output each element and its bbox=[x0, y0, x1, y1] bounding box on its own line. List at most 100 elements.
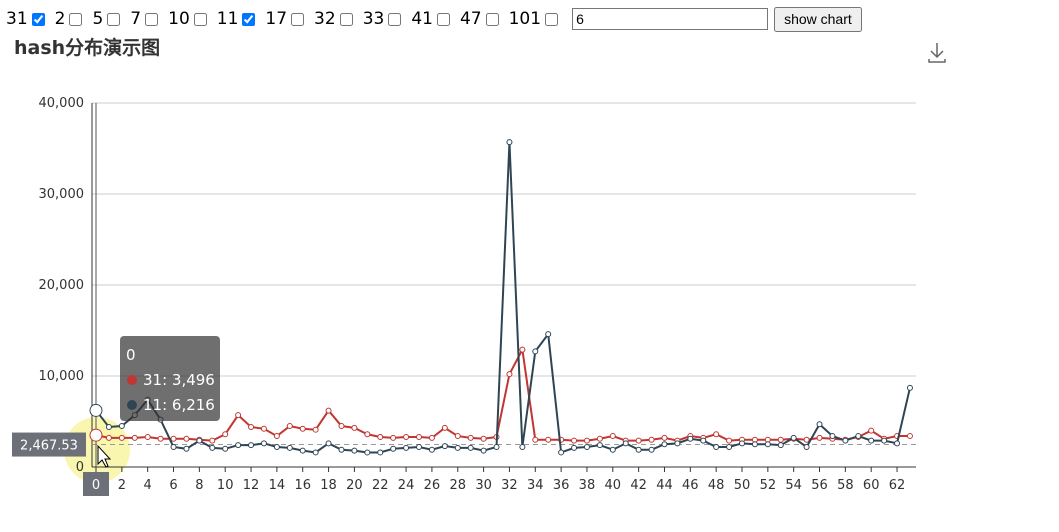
data-point bbox=[713, 443, 720, 450]
option: 101 bbox=[509, 9, 564, 29]
data-point bbox=[157, 435, 164, 442]
y-tick-label: 30,000 bbox=[39, 187, 85, 202]
option-label: 47 bbox=[459, 9, 482, 29]
checkbox[interactable] bbox=[145, 12, 159, 26]
data-point bbox=[364, 449, 371, 456]
option-label: 2 bbox=[54, 9, 66, 29]
x-tick-label: 54 bbox=[785, 478, 802, 493]
data-point bbox=[403, 433, 410, 440]
data-point bbox=[855, 433, 862, 440]
checkbox[interactable] bbox=[545, 12, 559, 26]
checkbox[interactable] bbox=[193, 12, 207, 26]
data-point bbox=[428, 434, 435, 441]
y-tick-label: 0 bbox=[76, 460, 84, 475]
data-point bbox=[764, 441, 771, 448]
data-point bbox=[803, 436, 810, 443]
option: 5 bbox=[92, 9, 126, 29]
number-input[interactable] bbox=[572, 8, 769, 30]
data-point bbox=[235, 412, 242, 419]
data-point bbox=[480, 435, 487, 442]
x-tick-label: 44 bbox=[656, 478, 673, 493]
option-label: 10 bbox=[168, 9, 190, 29]
x-tick-label: 34 bbox=[527, 478, 544, 493]
x-tick-label: 20 bbox=[346, 478, 363, 493]
data-point bbox=[609, 446, 616, 453]
option-label: 5 bbox=[92, 9, 104, 29]
data-point bbox=[493, 443, 500, 450]
data-point bbox=[816, 421, 823, 428]
data-point bbox=[506, 371, 513, 378]
series-line bbox=[95, 346, 910, 442]
checkbox[interactable] bbox=[242, 12, 256, 26]
x-tick-label: 16 bbox=[294, 478, 311, 493]
data-point bbox=[558, 449, 565, 456]
data-point bbox=[338, 423, 345, 430]
data-point bbox=[248, 423, 255, 430]
data-point bbox=[338, 446, 345, 453]
series-line bbox=[95, 142, 911, 454]
x-tick-label: 42 bbox=[630, 478, 647, 493]
download-icon[interactable] bbox=[928, 43, 946, 63]
chart-title: hash分布演示图 bbox=[14, 36, 160, 59]
tooltip-marker bbox=[127, 375, 137, 385]
checkbox[interactable] bbox=[291, 12, 305, 26]
data-point bbox=[868, 437, 875, 444]
x-tick-label: 24 bbox=[398, 478, 415, 493]
option-label: 101 bbox=[508, 9, 542, 29]
tooltip-marker bbox=[127, 400, 137, 410]
data-point bbox=[105, 423, 112, 430]
data-point bbox=[144, 433, 151, 440]
checkbox[interactable] bbox=[107, 12, 121, 26]
cursor bbox=[97, 444, 112, 468]
data-point bbox=[312, 426, 319, 433]
data-point bbox=[687, 435, 694, 442]
data-point bbox=[416, 443, 422, 450]
option: 32 bbox=[314, 9, 359, 29]
data-point bbox=[842, 437, 849, 444]
pointer-label: 2,467.53 bbox=[20, 439, 78, 454]
x-tick-label: 30 bbox=[475, 478, 492, 493]
data-point bbox=[170, 435, 177, 442]
option-label: 31 bbox=[6, 9, 28, 29]
data-point bbox=[519, 346, 526, 353]
x-tick-label: 4 bbox=[144, 478, 152, 493]
x-tick-label: 50 bbox=[734, 478, 751, 493]
data-point bbox=[351, 424, 358, 431]
y-tick-label: 40,000 bbox=[39, 96, 85, 111]
option-label: 32 bbox=[314, 9, 336, 29]
data-point bbox=[726, 437, 733, 444]
x-tick-label: 8 bbox=[195, 478, 203, 493]
data-point bbox=[790, 434, 797, 441]
option-label: 7 bbox=[130, 9, 142, 29]
data-point bbox=[209, 444, 216, 451]
y-tick-label: 10,000 bbox=[39, 369, 85, 384]
checkbox[interactable] bbox=[388, 12, 402, 26]
data-point bbox=[441, 424, 448, 431]
data-point bbox=[906, 384, 913, 391]
data-point bbox=[894, 440, 901, 447]
checkbox[interactable] bbox=[485, 12, 499, 26]
data-point bbox=[325, 407, 332, 414]
x-tick-label: 10 bbox=[217, 478, 234, 493]
checkbox[interactable] bbox=[436, 12, 450, 26]
option: 10 bbox=[168, 9, 213, 29]
data-point bbox=[235, 442, 242, 449]
data-point bbox=[803, 443, 810, 450]
x-tick-label: 46 bbox=[682, 478, 699, 493]
x-tick-label: 12 bbox=[243, 478, 260, 493]
data-point bbox=[545, 331, 552, 338]
x-tick-label: 60 bbox=[863, 478, 880, 493]
data-point bbox=[571, 437, 578, 444]
checkbox[interactable] bbox=[339, 12, 353, 26]
option: 31 bbox=[6, 9, 51, 29]
data-point bbox=[739, 440, 745, 447]
data-point bbox=[454, 444, 461, 451]
data-point bbox=[713, 431, 720, 438]
show-chart-button[interactable]: show chart bbox=[774, 6, 862, 32]
checkbox[interactable] bbox=[69, 12, 83, 26]
data-point bbox=[545, 436, 552, 443]
data-point bbox=[816, 434, 823, 441]
x-tick-label: 32 bbox=[501, 478, 518, 493]
checkbox[interactable] bbox=[31, 12, 45, 26]
